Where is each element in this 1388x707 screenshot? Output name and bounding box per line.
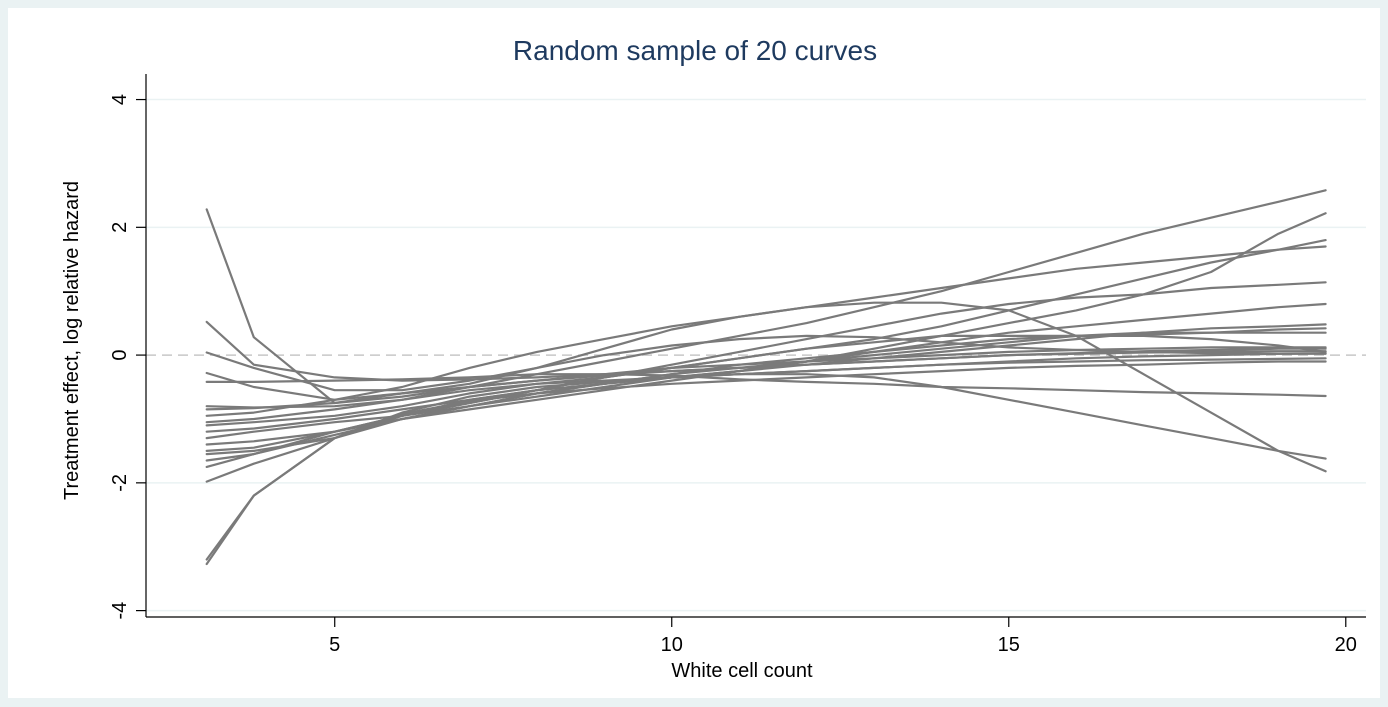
- chart-title: Random sample of 20 curves: [513, 35, 877, 66]
- y-axis-title: Treatment effect, log relative hazard: [61, 181, 83, 500]
- series-line-16: [205, 331, 1327, 462]
- x-axis-ticks: 5 10 15 20: [329, 617, 1357, 656]
- y-tick-label-1: -2: [109, 474, 131, 492]
- series-line-7: [205, 346, 1327, 411]
- x-tick-label-2: 15: [998, 634, 1020, 656]
- series-line-20: [205, 360, 1327, 566]
- series-line-5: [205, 373, 1327, 398]
- y-axis-ticks: -4 -2 0 2 4: [109, 94, 146, 620]
- y-tick-label-0: -4: [109, 602, 131, 620]
- y-tick-label-2: 0: [109, 350, 131, 361]
- gridlines: [146, 98, 1366, 612]
- series-lines: [205, 189, 1327, 566]
- x-axis-title: White cell count: [671, 660, 813, 682]
- x-tick-label-0: 5: [329, 634, 340, 656]
- y-tick-label-4: 4: [109, 94, 131, 105]
- y-tick-label-3: 2: [109, 222, 131, 233]
- series-line-8: [205, 245, 1327, 417]
- x-tick-label-1: 10: [661, 634, 683, 656]
- series-line-9: [205, 189, 1327, 424]
- x-tick-label-3: 20: [1335, 634, 1357, 656]
